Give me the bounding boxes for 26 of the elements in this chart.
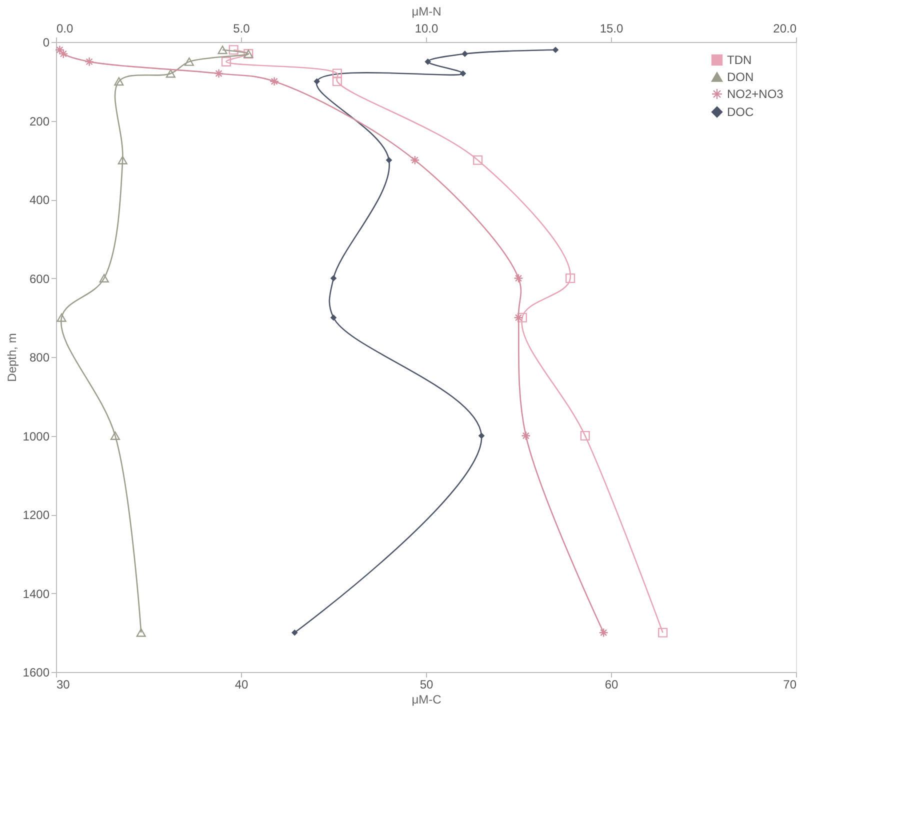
y-tick-label: 1200 [22,508,50,522]
x-tick-label: 30 [56,678,70,692]
y-tick-label: 1600 [22,666,50,680]
legend-label: NO2+NO3 [727,87,784,101]
x2-tick-label: 5.0 [233,22,250,36]
y-tick-label: 1000 [22,429,50,444]
x2-axis-title: μM-N [412,4,442,18]
x-tick-label: 60 [604,678,618,692]
y-tick-label: 600 [29,272,50,286]
y-tick-label: 1400 [22,586,50,601]
x2-tick-label: 20.0 [773,22,797,36]
y-tick-label: 800 [29,350,50,364]
legend-label: TDN [727,53,752,67]
x2-tick-label: 15.0 [600,22,624,36]
legend-label: DON [727,70,754,84]
y-tick-label: 200 [29,114,50,128]
x2-tick-label: 0.0 [56,22,74,36]
y-tick-label: 0 [42,36,50,50]
x-tick-label: 50 [420,678,434,692]
y-axis-title: Depth, m [4,333,19,382]
y-tick-label: 400 [29,193,50,207]
x2-tick-label: 10.0 [414,22,438,36]
x-tick-label: 40 [234,678,248,692]
x-axis-title: μM-C [412,692,442,706]
legend-label: DOC [727,105,754,119]
x-tick-label: 70 [783,678,797,692]
